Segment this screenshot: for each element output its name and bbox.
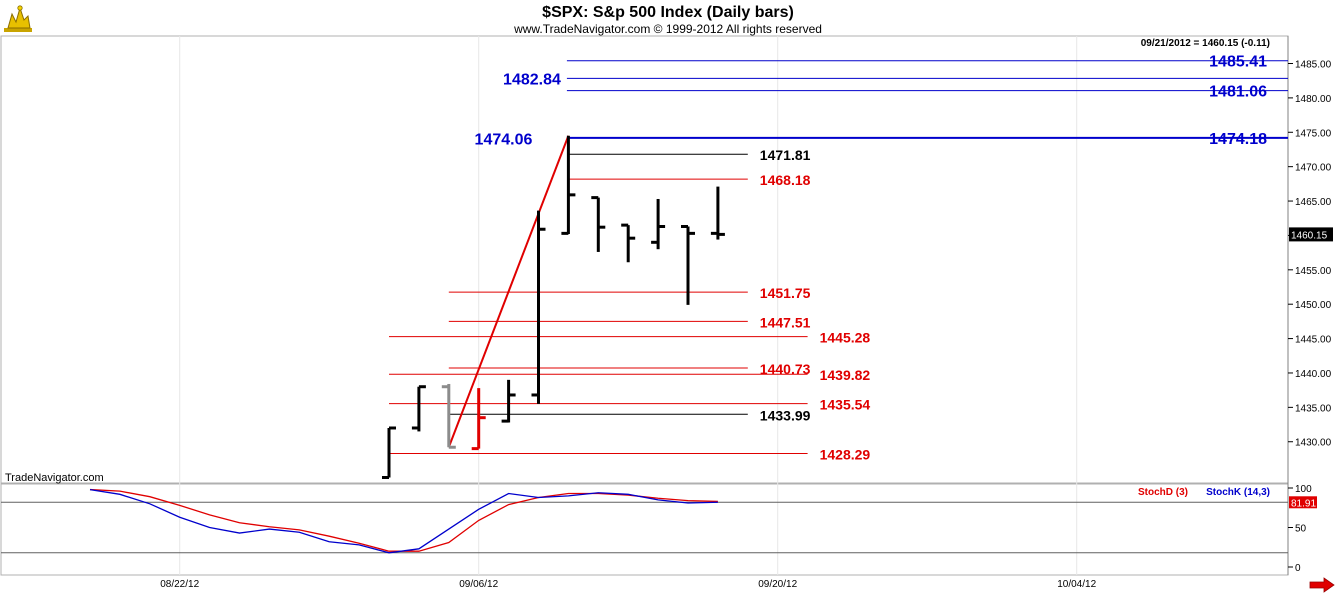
level-label: 1482.84 <box>503 71 561 88</box>
trend-line <box>447 135 570 448</box>
level-label: 1445.28 <box>820 330 871 346</box>
level-label: 1485.41 <box>1209 54 1267 71</box>
level-label: 1447.51 <box>760 314 811 330</box>
ohlc-bar <box>621 223 636 263</box>
price-tick-label: 1485.00 <box>1295 60 1332 71</box>
ohlc-bar <box>441 383 456 449</box>
level-label: 1474.18 <box>1209 131 1267 148</box>
last-price-label: 1460.15 <box>1291 230 1328 241</box>
level-label: 1451.75 <box>760 285 811 301</box>
chart-title: $SPX: S&p 500 Index (Daily bars) <box>542 4 794 21</box>
level-label: 1433.99 <box>760 407 811 423</box>
price-tick-label: 1475.00 <box>1295 128 1332 139</box>
ohlc-bar <box>501 379 516 423</box>
x-tick-label: 10/04/12 <box>1057 579 1096 590</box>
price-tick-label: 1450.00 <box>1295 300 1332 311</box>
price-tick-label: 1445.00 <box>1295 335 1332 346</box>
x-tick-label: 09/06/12 <box>459 579 498 590</box>
ohlc-bar <box>382 426 396 479</box>
price-tick-label: 1480.00 <box>1295 94 1332 105</box>
level-label: 1471.81 <box>760 147 811 163</box>
legend-stochd: StochD (3) <box>1138 487 1188 498</box>
ohlc-bar <box>561 135 576 235</box>
stoch-last-value-label: 81.91 <box>1291 498 1316 509</box>
legend-stochk: StochK (14,3) <box>1206 487 1270 498</box>
price-tick-label: 1465.00 <box>1295 197 1332 208</box>
ohlc-bar <box>471 388 486 451</box>
x-tick-label: 09/20/12 <box>758 579 797 590</box>
level-label: 1481.06 <box>1209 84 1267 101</box>
price-tick-label: 1440.00 <box>1295 369 1332 380</box>
price-panel-frame <box>0 35 1289 484</box>
ohlc-bar <box>651 198 666 250</box>
stoch-tick-label: 100 <box>1295 484 1312 495</box>
stoch-tick-label: 0 <box>1295 563 1301 574</box>
stoch-series-line <box>89 488 718 554</box>
stoch-last-value-box <box>1289 496 1317 509</box>
watermark-text: TradeNavigator.com <box>5 472 104 484</box>
price-tick-label: 1455.00 <box>1295 266 1332 277</box>
scroll-right-arrow-icon[interactable] <box>1309 577 1335 593</box>
ohlc-bar <box>591 196 606 252</box>
stoch-series-line <box>89 488 718 552</box>
logo-icon <box>4 5 32 32</box>
last-price-box <box>1289 227 1333 242</box>
level-label: 1474.06 <box>475 132 533 149</box>
level-label: 1440.73 <box>760 361 811 377</box>
x-tick-label: 08/22/12 <box>160 579 199 590</box>
level-label: 1439.82 <box>820 367 871 383</box>
level-label: 1435.54 <box>820 397 871 413</box>
level-label: 1468.18 <box>760 172 811 188</box>
ohlc-bar <box>531 210 546 404</box>
ohlc-bar <box>681 224 695 305</box>
ohlc-bar <box>710 186 725 240</box>
level-label: 1428.29 <box>820 446 871 462</box>
copyright-text: www.TradeNavigator.com © 1999-2012 All r… <box>513 22 822 36</box>
price-tick-label: 1435.00 <box>1295 403 1332 414</box>
price-tick-label: 1430.00 <box>1295 438 1332 449</box>
price-tick-label: 1470.00 <box>1295 163 1332 174</box>
stoch-tick-label: 50 <box>1295 524 1307 535</box>
last-quote-text: 09/21/2012 = 1460.15 (-0.11) <box>1141 38 1270 49</box>
ohlc-bar <box>411 385 426 432</box>
